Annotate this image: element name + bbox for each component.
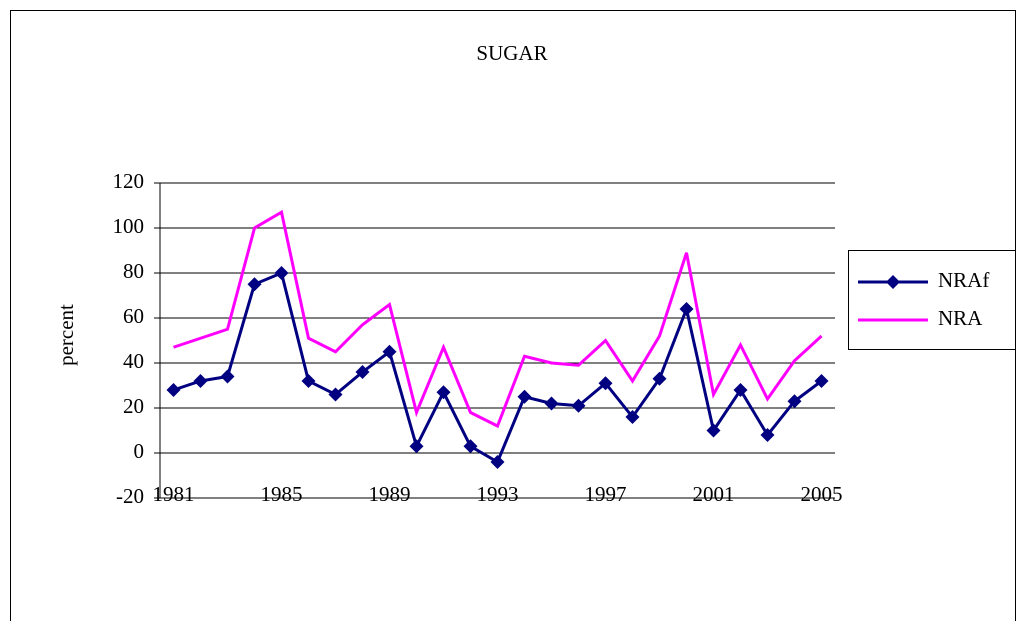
- x-tick-label: 2001: [693, 482, 735, 506]
- data-point: [490, 455, 505, 469]
- legend-box: [848, 250, 1016, 350]
- data-point: [382, 344, 397, 359]
- data-point: [544, 396, 559, 411]
- x-tick-label: 1989: [369, 482, 411, 506]
- data-point: [652, 371, 667, 386]
- data-point: [706, 423, 721, 438]
- data-point: [247, 277, 262, 292]
- y-tick-label: 80: [123, 259, 144, 283]
- x-tick-label: 1985: [261, 482, 303, 506]
- y-tick-label: 20: [123, 394, 144, 418]
- data-point: [355, 365, 370, 379]
- legend-label: NRAf: [938, 268, 989, 292]
- y-tick-label: 60: [123, 304, 144, 328]
- data-point: [517, 389, 532, 404]
- y-tick-label: 40: [123, 349, 144, 373]
- y-tick-label: 100: [113, 214, 145, 238]
- data-point: [409, 439, 424, 454]
- data-point: [166, 383, 181, 397]
- data-point: [598, 376, 613, 391]
- data-point: [787, 394, 802, 409]
- data-point: [679, 302, 694, 316]
- data-point: [625, 410, 640, 424]
- data-point: [274, 266, 289, 280]
- data-point: [463, 439, 478, 454]
- data-point: [220, 369, 235, 384]
- y-tick-label: -20: [116, 484, 144, 508]
- x-tick-label: 1997: [585, 482, 627, 506]
- data-point: [193, 374, 208, 388]
- x-tick-label: 1981: [153, 482, 195, 506]
- x-tick-label: 1993: [477, 482, 519, 506]
- y-tick-label: 120: [113, 169, 145, 193]
- data-point: [301, 374, 316, 388]
- legend-label: NRA: [938, 306, 983, 330]
- data-point: [571, 398, 586, 413]
- data-point: [760, 428, 775, 442]
- data-point: [814, 374, 829, 388]
- legend-marker: [886, 275, 900, 289]
- series-line: [173, 209, 823, 429]
- data-point: [436, 385, 451, 400]
- data-point: [733, 383, 748, 397]
- y-axis-label: percent: [54, 304, 78, 366]
- y-tick-label: 0: [134, 439, 145, 463]
- chart-title: SUGAR: [476, 41, 547, 65]
- data-point: [328, 387, 343, 402]
- x-tick-label: 2005: [801, 482, 843, 506]
